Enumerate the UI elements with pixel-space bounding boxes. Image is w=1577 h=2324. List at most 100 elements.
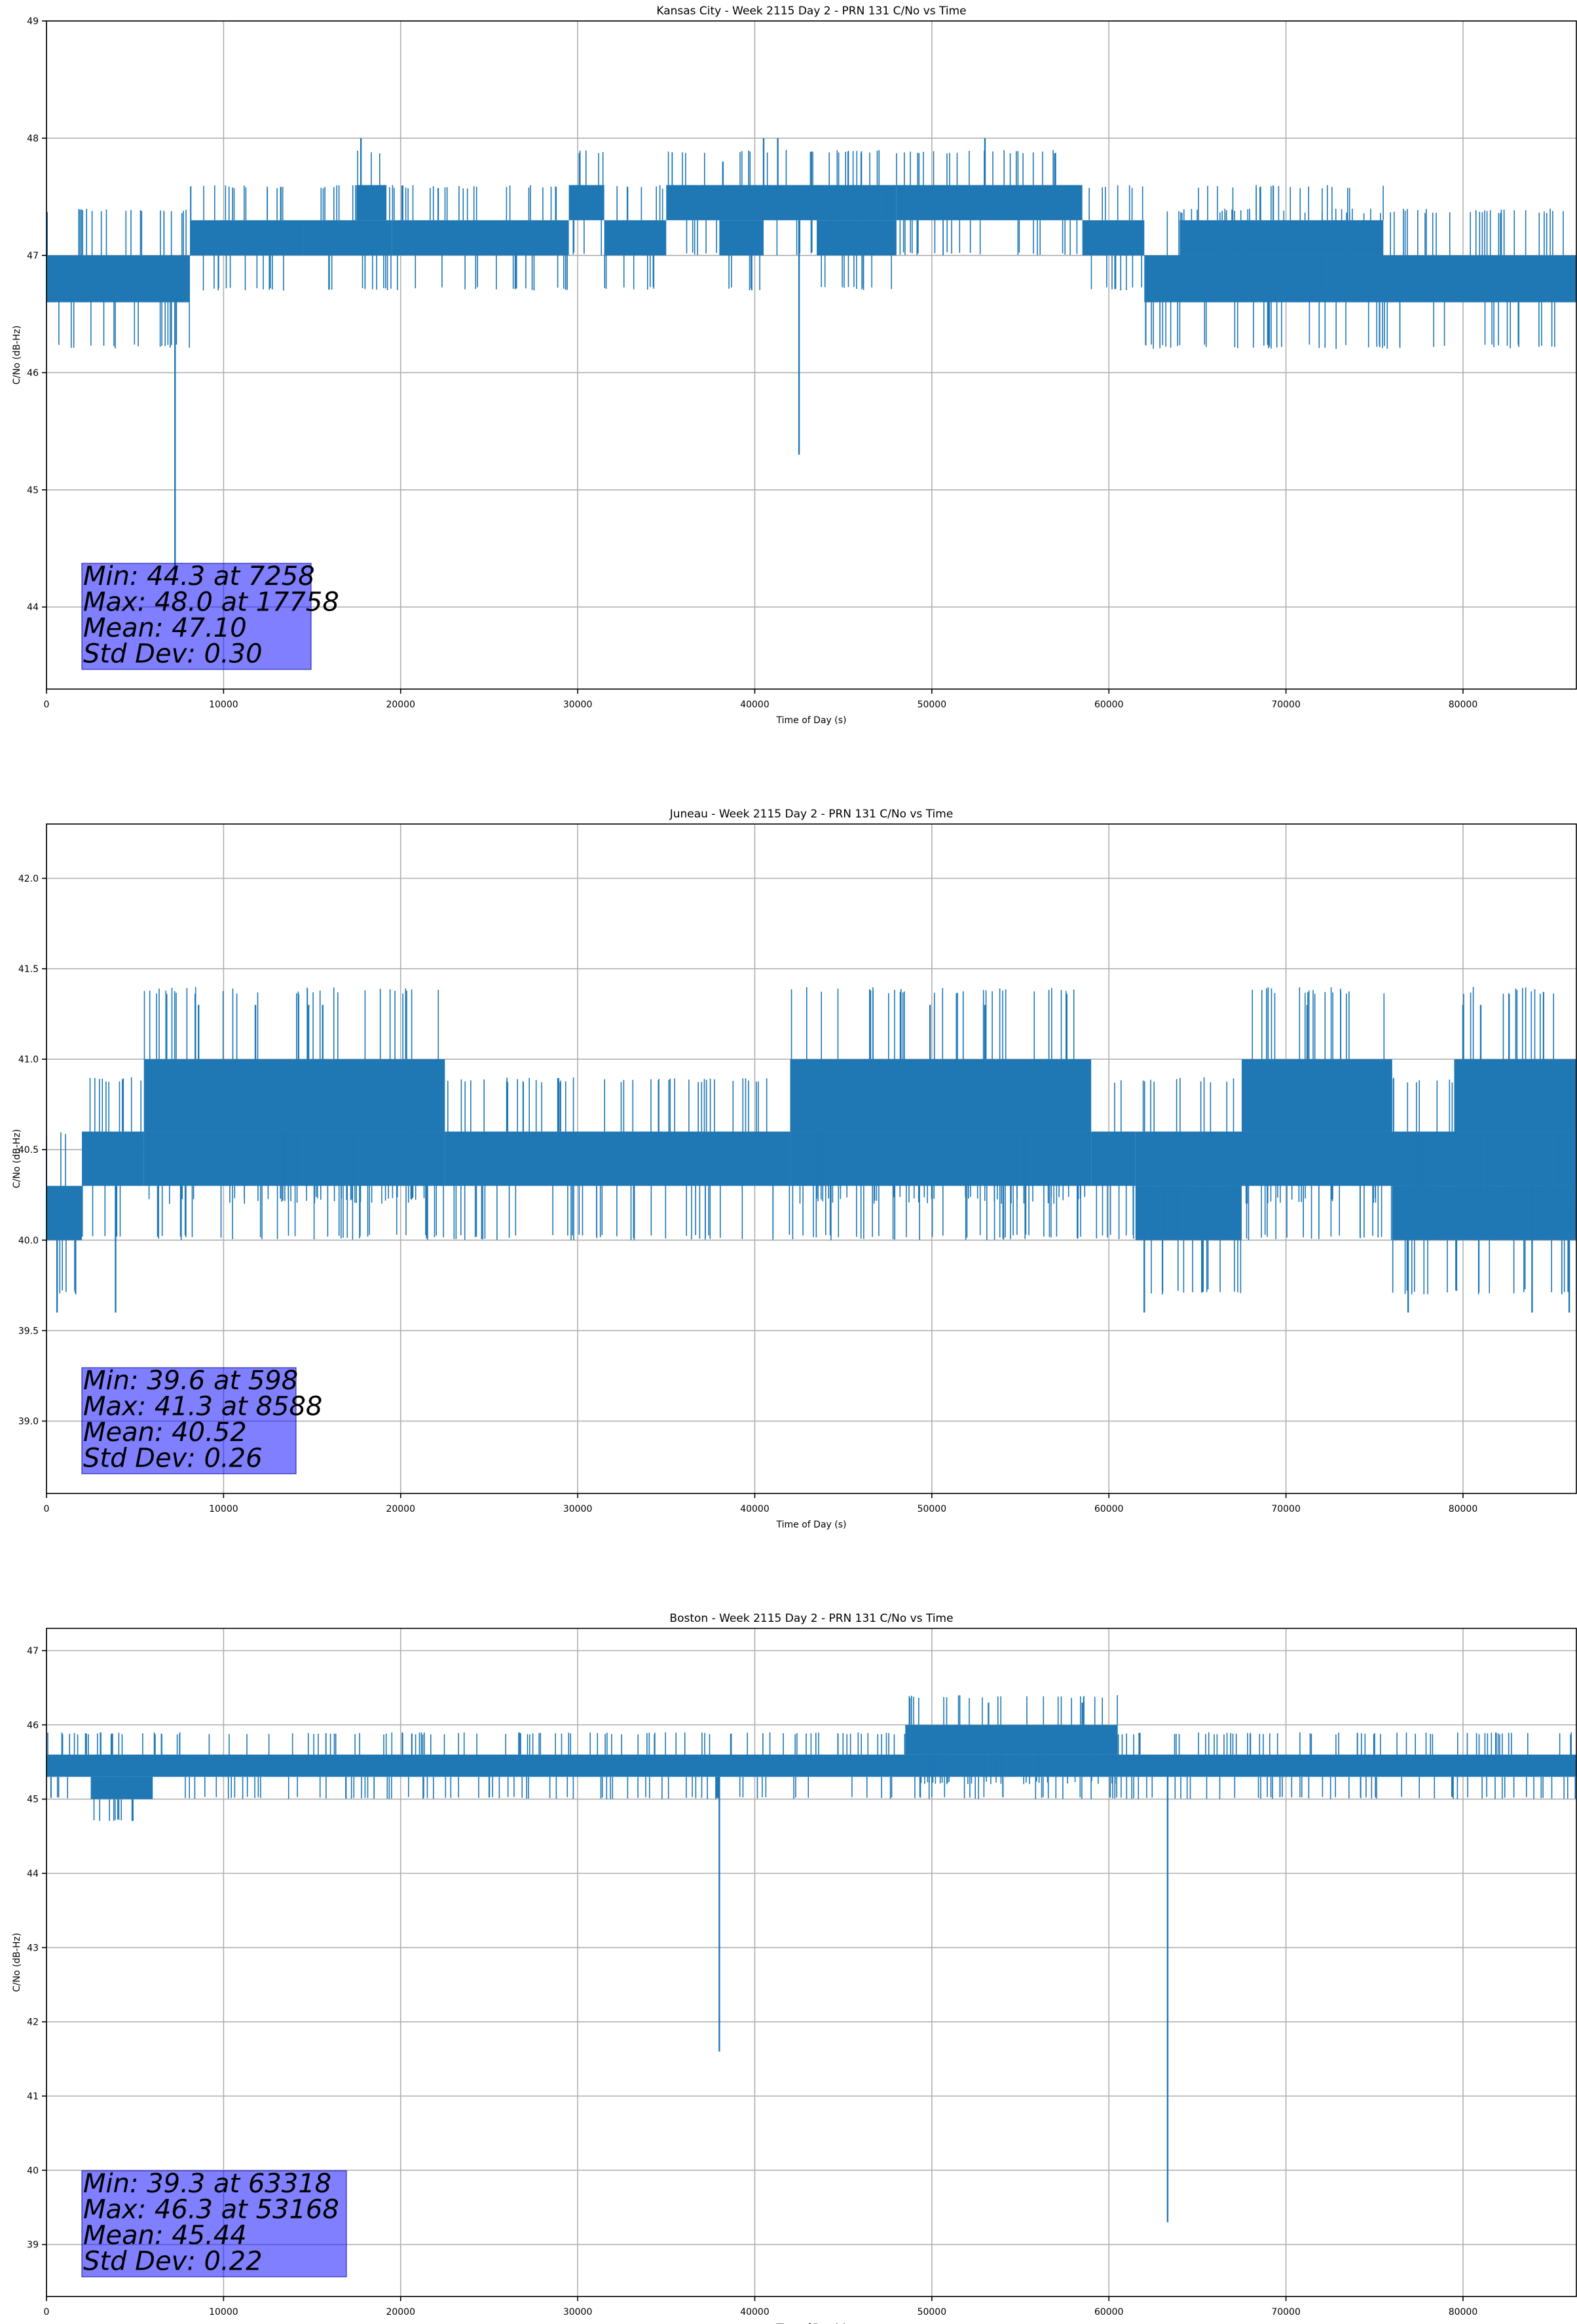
data-band-noise xyxy=(447,1078,790,1241)
stats-mean: Mean: 45.44 xyxy=(83,2221,247,2251)
y-tick-label: 44 xyxy=(27,1869,39,1879)
data-band xyxy=(1082,220,1145,255)
data-band-noise xyxy=(1392,1131,1570,1295)
y-tick-label: 46 xyxy=(27,1720,39,1731)
x-tick-label: 40000 xyxy=(740,700,770,710)
y-tick-label: 39.5 xyxy=(18,1326,39,1336)
x-tick-label: 60000 xyxy=(1094,2307,1124,2317)
data-band xyxy=(790,1059,1092,1132)
stats-box-background xyxy=(81,1367,297,1474)
stats-box-background xyxy=(81,563,312,670)
data-band xyxy=(666,185,897,221)
x-axis: 0 10000 20000 30000 40000 50000 60000 70000 8000… xyxy=(44,689,1478,710)
x-tick-label: 0 xyxy=(44,1504,50,1514)
data-band xyxy=(1392,1186,1576,1241)
stats-max: Max: 46.3 at 53168 xyxy=(83,2195,339,2225)
chart-panel-0: 0 10000 20000 30000 40000 50000 60000 70000 8000… xyxy=(12,5,1577,726)
data-band xyxy=(303,220,392,255)
x-axis-label: Time of Day (s) xyxy=(776,2323,847,2324)
data-band-noise xyxy=(143,986,439,1204)
stats-std: Std Dev: 0.22 xyxy=(83,2247,263,2277)
x-tick-label: 80000 xyxy=(1449,700,1478,710)
x-axis: 0 10000 20000 30000 40000 50000 60000 70000 8000… xyxy=(44,1493,1478,1514)
y-axis: 39 40 41 42 43 44 45 46 47 xyxy=(27,1646,46,2251)
y-tick-label: 47 xyxy=(27,1646,39,1657)
data-band-noise xyxy=(896,150,1078,255)
y-tick-label: 48 xyxy=(27,134,39,144)
data-band-noise xyxy=(821,186,892,290)
chart-panel-1: 0 10000 20000 30000 40000 50000 60000 70000 8000… xyxy=(12,808,1577,1530)
y-axis-label: C/No (dB-Hz) xyxy=(12,1129,22,1188)
data-band-noise xyxy=(392,185,568,291)
data-band-noise xyxy=(790,987,1086,1204)
y-tick-label: 41.0 xyxy=(18,1055,39,1065)
data-band xyxy=(90,1776,153,1799)
x-tick-label: 30000 xyxy=(563,1504,593,1514)
x-axis-label: Time of Day (s) xyxy=(776,715,847,726)
y-tick-label: 44 xyxy=(27,603,39,613)
data-band xyxy=(1454,1059,1576,1132)
x-tick-label: 10000 xyxy=(209,1504,238,1514)
axes-frame xyxy=(46,823,1577,1494)
x-tick-label: 70000 xyxy=(1271,1504,1301,1514)
stats-std: Std Dev: 0.30 xyxy=(83,639,263,669)
data-band-noise xyxy=(1088,185,1143,291)
x-tick-label: 30000 xyxy=(563,700,593,710)
y-tick-label: 39.0 xyxy=(18,1417,39,1427)
y-tick-label: 45 xyxy=(27,1795,39,1805)
y-tick-label: 47 xyxy=(27,251,39,261)
x-tick-label: 80000 xyxy=(1449,2307,1478,2317)
x-tick-label: 60000 xyxy=(1094,700,1124,710)
data-band xyxy=(143,1059,445,1132)
data-band xyxy=(82,1131,144,1186)
chart-title: Juneau - Week 2115 Day 2 - PRN 131 C/No … xyxy=(669,808,954,821)
chart-title: Boston - Week 2115 Day 2 - PRN 131 C/No … xyxy=(669,1612,953,1625)
stats-max: Max: 48.0 at 17758 xyxy=(83,588,339,618)
series-line xyxy=(46,1695,1576,2222)
data-band-noise xyxy=(1463,986,1576,1203)
data-band xyxy=(392,220,569,255)
x-tick-label: 60000 xyxy=(1094,1504,1124,1514)
x-tick-label: 40000 xyxy=(740,1504,770,1514)
stats-min: Min: 44.3 at 7258 xyxy=(83,561,315,591)
x-tick-label: 70000 xyxy=(1271,700,1301,710)
y-tick-label: 43 xyxy=(27,1943,39,1953)
y-tick-label: 40 xyxy=(27,2165,39,2176)
data-band-noise xyxy=(357,151,380,254)
data-band xyxy=(143,1131,445,1186)
series-line xyxy=(46,986,1576,1313)
x-tick-label: 0 xyxy=(44,2307,50,2317)
data-band xyxy=(356,185,387,221)
data-band xyxy=(790,1131,1092,1186)
y-tick-label: 42.0 xyxy=(18,874,39,884)
data-band xyxy=(445,1131,790,1186)
stats-mean: Mean: 47.10 xyxy=(83,613,247,643)
y-axis: 39.0 39.5 40.0 40.5 41.0 41.5 42.0 xyxy=(18,874,46,1427)
y-tick-label: 41.5 xyxy=(18,964,39,975)
stats-max: Max: 41.3 at 8588 xyxy=(83,1392,322,1422)
x-tick-label: 30000 xyxy=(563,2307,593,2317)
data-band xyxy=(719,220,764,255)
y-tick-label: 41 xyxy=(27,2091,39,2102)
stats-mean: Mean: 40.52 xyxy=(83,1417,247,1448)
data-band-noise xyxy=(572,150,604,255)
x-axis: 0 10000 20000 30000 40000 50000 60000 70000 8000… xyxy=(44,2296,1478,2317)
stats-box-background xyxy=(81,2170,347,2277)
data-band xyxy=(46,1754,1576,1777)
data-band xyxy=(1242,1059,1392,1132)
data-band xyxy=(1091,1131,1136,1186)
data-band xyxy=(1144,255,1576,303)
data-band-noise xyxy=(320,185,392,290)
y-tick-label: 45 xyxy=(27,485,39,496)
stats-min: Min: 39.3 at 63318 xyxy=(83,2169,331,2199)
x-tick-label: 20000 xyxy=(386,1504,415,1514)
data-band xyxy=(190,220,304,255)
x-tick-label: 20000 xyxy=(386,2307,415,2317)
data-band-noise xyxy=(46,208,190,348)
x-tick-label: 50000 xyxy=(918,1504,947,1514)
data-band xyxy=(46,1186,83,1241)
data-band xyxy=(1135,1186,1242,1241)
x-tick-label: 80000 xyxy=(1449,1504,1478,1514)
y-tick-label: 49 xyxy=(27,16,39,27)
